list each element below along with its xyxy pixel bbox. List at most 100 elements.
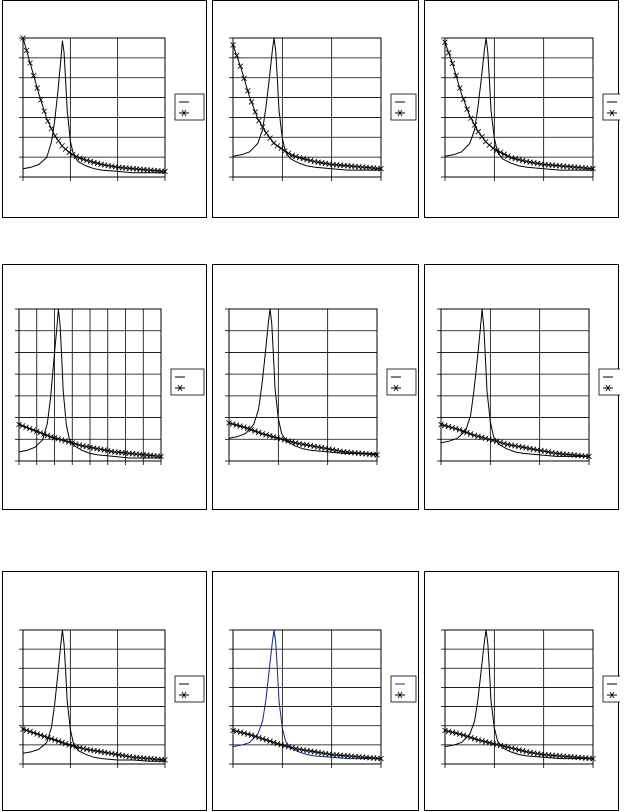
x-marker [77, 744, 83, 751]
x-marker [270, 739, 277, 746]
x-marker [505, 153, 511, 159]
x-marker [293, 153, 299, 160]
x-marker [457, 731, 463, 737]
peak-series-line [444, 629, 593, 760]
legend-swatch-decay [395, 109, 405, 117]
x-marker [479, 133, 485, 140]
peak-series-line [18, 308, 161, 459]
x-marker [41, 431, 47, 437]
chart-panel-3-1 [2, 571, 207, 811]
x-marker [456, 427, 463, 433]
x-marker [468, 734, 474, 741]
x-marker [69, 151, 76, 158]
plot-area [22, 37, 166, 178]
x-marker [73, 153, 80, 160]
x-marker [91, 159, 97, 166]
x-marker [449, 424, 455, 431]
plot-area [444, 629, 594, 765]
chart-panel-3-3 [424, 571, 620, 811]
peak-series-line [232, 629, 381, 760]
peak-series-line [440, 308, 589, 457]
x-marker [256, 734, 262, 741]
chart-panel-2-1 [2, 264, 207, 510]
chart-panel-2-2 [212, 264, 419, 510]
x-marker [464, 733, 470, 740]
x-marker [471, 122, 478, 128]
x-marker [41, 733, 48, 740]
x-marker [281, 437, 288, 443]
x-marker [270, 434, 277, 440]
x-marker [244, 425, 251, 432]
x-marker [48, 736, 55, 742]
x-marker [259, 736, 266, 742]
x-marker [248, 426, 254, 433]
peak-series-line [22, 40, 165, 174]
x-marker [237, 63, 244, 69]
legend [598, 368, 620, 396]
x-marker [23, 47, 30, 54]
x-marker [66, 742, 72, 748]
x-marker [307, 157, 314, 164]
x-marker [475, 128, 482, 135]
legend-swatch-decay [395, 691, 405, 699]
chart-svg [229, 37, 417, 181]
x-marker [55, 738, 62, 745]
plot-area [228, 308, 378, 462]
x-marker [52, 737, 58, 743]
x-marker [453, 425, 459, 432]
x-marker [48, 125, 55, 132]
x-marker [289, 152, 295, 159]
x-marker [33, 428, 40, 435]
x-marker [471, 432, 478, 439]
x-marker [278, 145, 284, 152]
x-marker [34, 85, 40, 91]
x-marker [590, 755, 596, 762]
x-marker [73, 441, 79, 447]
x-marker [497, 439, 503, 446]
x-marker [69, 743, 76, 749]
x-marker [508, 154, 515, 161]
x-marker [467, 431, 474, 437]
x-marker [442, 39, 448, 45]
legend [390, 675, 417, 703]
chart-panel-1-2 [212, 0, 419, 218]
x-marker [37, 732, 44, 738]
x-marker [248, 99, 255, 105]
chart-svg [229, 629, 417, 768]
x-marker [241, 424, 247, 430]
x-marker [263, 737, 270, 743]
x-marker [45, 734, 51, 741]
x-marker [62, 740, 69, 747]
x-marker [263, 431, 269, 438]
legend-swatch-decay [607, 109, 617, 117]
x-marker [252, 109, 258, 115]
x-marker [490, 437, 496, 444]
x-marker [445, 423, 452, 430]
x-marker [516, 156, 522, 163]
x-marker [259, 124, 266, 130]
peak-series-line [232, 37, 381, 171]
x-marker [30, 72, 37, 79]
chart-panel-1-3 [424, 0, 620, 218]
x-marker [226, 420, 232, 426]
x-marker [23, 424, 29, 431]
x-marker [464, 106, 470, 112]
plot-area [440, 308, 590, 462]
x-marker [274, 143, 281, 149]
x-marker [158, 453, 164, 460]
x-marker [289, 439, 295, 445]
x-marker [77, 155, 83, 161]
x-marker [468, 115, 474, 121]
x-marker [471, 736, 478, 742]
x-marker [263, 130, 270, 136]
x-marker [285, 438, 291, 444]
plot-area [232, 37, 382, 178]
x-marker [162, 168, 168, 175]
legend [386, 368, 417, 396]
x-marker [438, 421, 444, 428]
x-marker [41, 108, 48, 114]
x-marker [37, 97, 44, 103]
x-marker [233, 422, 240, 428]
x-marker [87, 158, 94, 165]
x-marker [248, 732, 255, 738]
